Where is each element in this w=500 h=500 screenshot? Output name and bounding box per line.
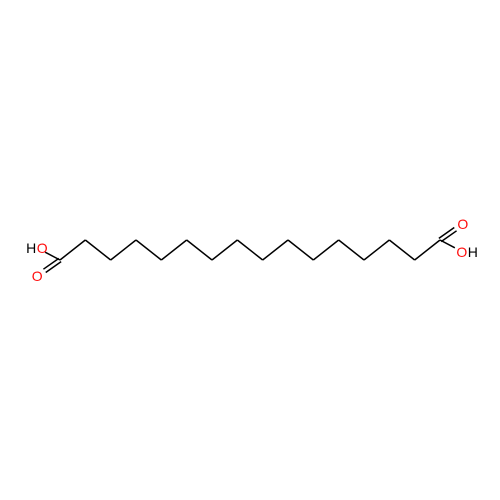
chain-bond [212,240,237,260]
right-O-label: O [456,244,467,260]
right-H-label: H [468,244,478,260]
chain-bond [237,240,262,260]
chain-bond [313,240,338,260]
chain-bond [136,240,161,260]
labels-group: HOOOOH [26,216,478,284]
chain-bond [161,240,186,260]
bonds-group [43,228,456,273]
chain-bond [288,240,313,260]
chain-bond [85,240,110,260]
c-dblO-bond-right-b [439,228,454,239]
left-O-label: O [37,240,48,256]
c-dblO-bond-right-a [441,231,456,242]
chain-bond [111,240,136,260]
chain-bond [339,240,364,260]
c-dblO-bond-left-a [43,258,58,269]
chain-bond [60,240,85,260]
chain-bond [389,240,414,260]
left-H-label: H [26,240,36,256]
chain-bond [364,240,389,260]
left-dblO-label: O [32,268,43,284]
right-dblO-label: O [457,216,468,232]
c-dblO-bond-left-b [46,262,61,273]
chain-bond [263,240,288,260]
chain-bond [187,240,212,260]
chain-bond [415,240,440,260]
molecule-canvas: HOOOOH [0,0,500,500]
c-oh-bond-right [440,240,455,248]
